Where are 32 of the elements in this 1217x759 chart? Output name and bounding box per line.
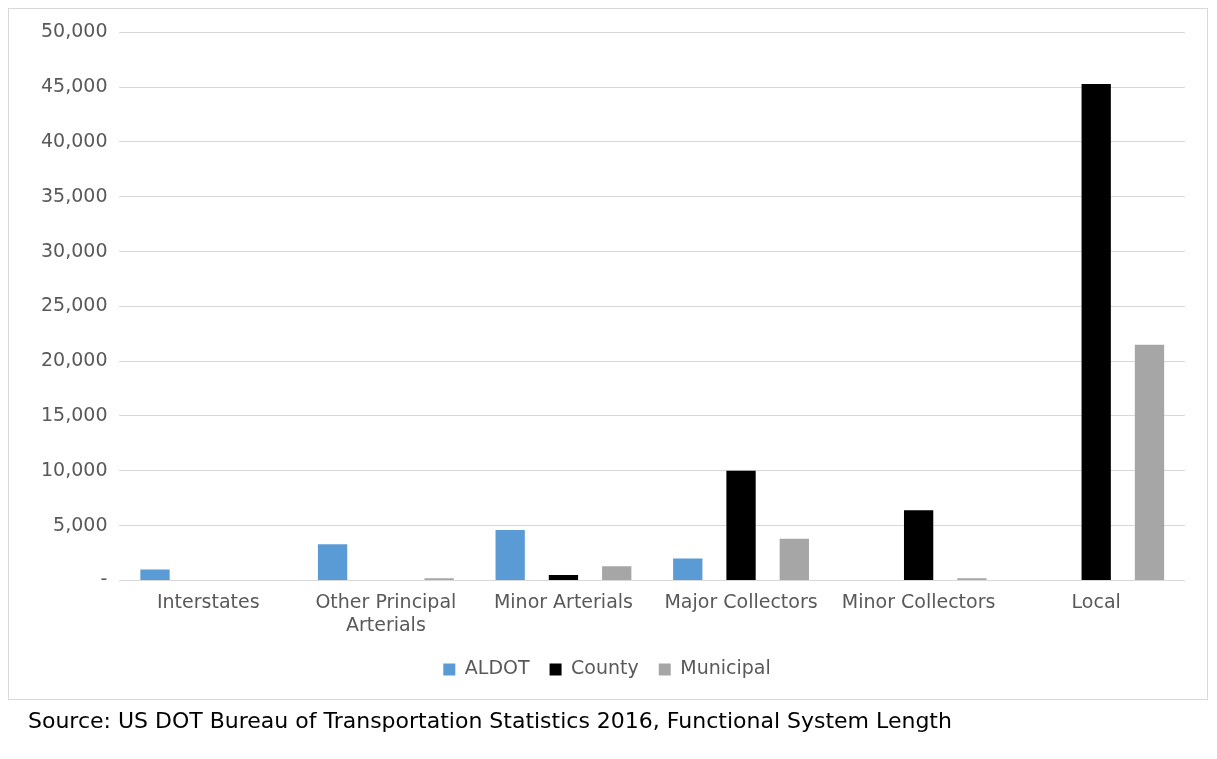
y-tick-label: 45,000 (41, 74, 108, 97)
y-tick-label: 25,000 (41, 293, 108, 316)
bar (903, 510, 934, 580)
x-tick-label: Local (1071, 589, 1121, 612)
legend-label: Municipal (680, 656, 771, 679)
bar (495, 529, 525, 580)
y-tick-label: 40,000 (41, 128, 108, 151)
x-tick-label: Interstates (156, 589, 260, 612)
y-tick-label: 30,000 (41, 238, 108, 261)
bar (602, 566, 632, 580)
bar (1134, 344, 1165, 580)
source-note: Source: US DOT Bureau of Transportation Statistics 2016, Functional System Length (27, 707, 953, 735)
bar (673, 558, 703, 580)
bar (726, 470, 756, 580)
bar (1081, 83, 1111, 580)
legend-label: ALDOT (464, 656, 530, 679)
x-tick-label: Minor Collectors (841, 589, 996, 612)
bar (317, 544, 348, 580)
y-tick-label: 15,000 (41, 402, 108, 425)
bar (779, 538, 809, 580)
y-tick-label: 35,000 (41, 183, 108, 206)
bar (140, 569, 170, 580)
x-tick-label: Other Principal Arterials (315, 589, 457, 635)
y-tick-label: 10,000 (41, 457, 108, 480)
x-tick-label: Minor Arterials (493, 589, 633, 612)
y-tick-label: - (100, 567, 108, 590)
y-tick-label: 5,000 (53, 512, 108, 535)
y-tick-label: 50,000 (41, 19, 108, 42)
legend-label: County (571, 656, 639, 679)
bar (548, 574, 579, 580)
x-tick-label: Major Collectors (664, 589, 818, 612)
y-tick-label: 20,000 (41, 348, 108, 371)
